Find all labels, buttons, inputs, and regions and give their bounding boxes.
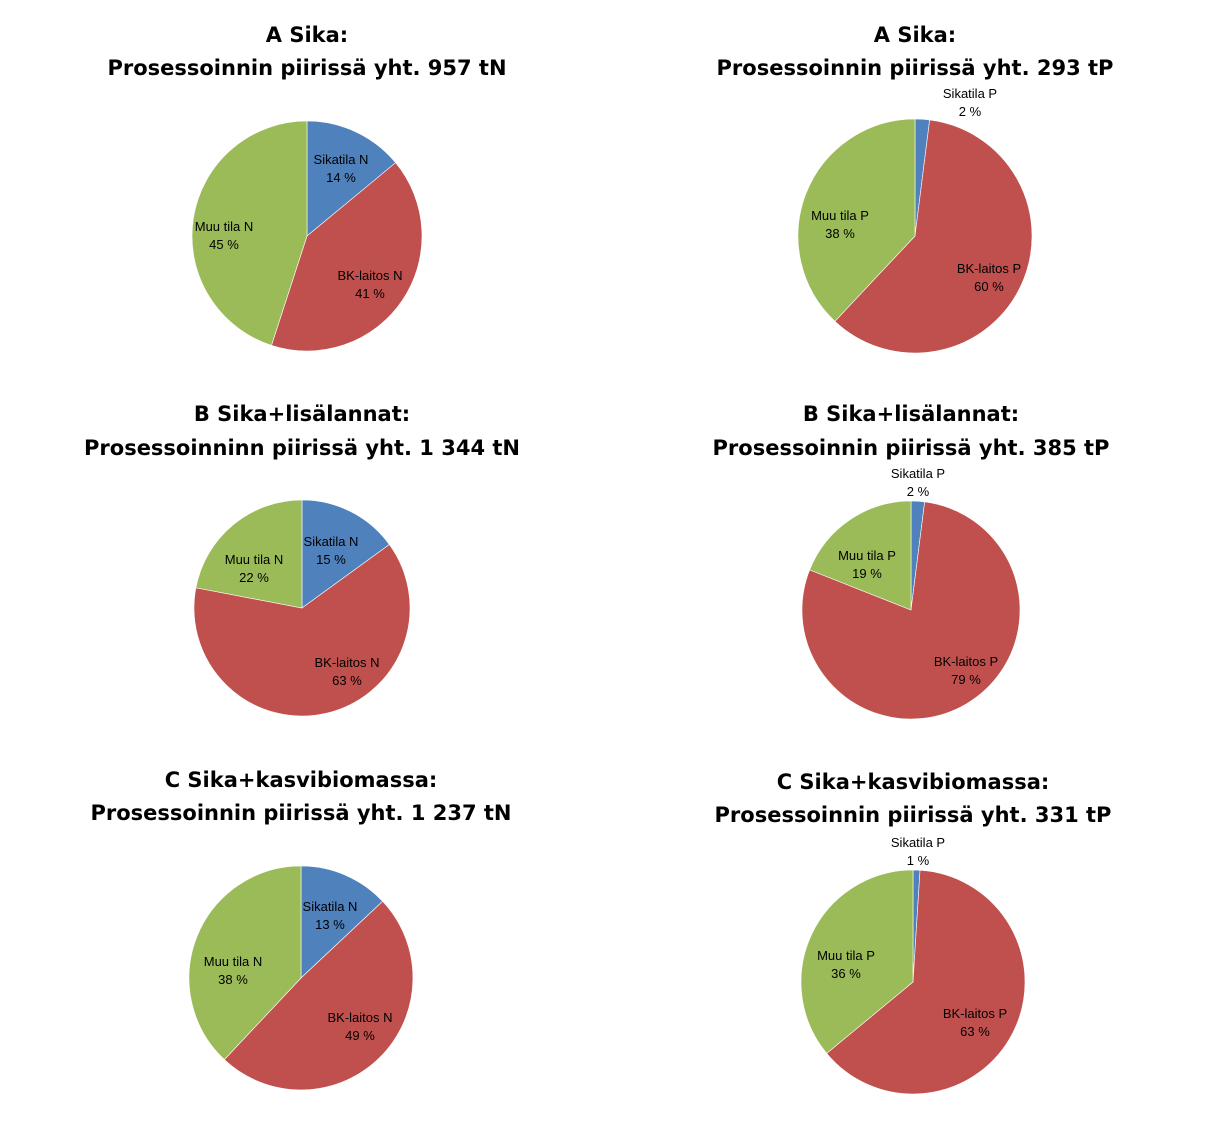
chart-title: A Sika: [266, 23, 348, 47]
slice-label-muu-tila-n: Muu tila N 45 % [195, 219, 254, 252]
slice-label-sikatila-n: Sikatila N 13 % [303, 899, 358, 932]
slice-label-muu-tila-n: Muu tila N 22 % [225, 552, 284, 585]
pie-slice-muu-tila-n [188, 865, 302, 1061]
slice-label-bk-laitos-p: BK-laitos P 60 % [957, 261, 1021, 294]
slice-label-bk-laitos-n: BK-laitos N 63 % [314, 655, 379, 688]
pie-slice-muu-tila-p [800, 869, 914, 1054]
chart-subtitle: Prosessoinnin piirissä yht. 957 tN [107, 56, 506, 80]
pie-slice-bk-laitos-n [193, 544, 411, 717]
chart-title: B Sika+lisälannat: [803, 402, 1019, 426]
pie-slice-muu-tila-p [809, 500, 912, 611]
pie-slice-bk-laitos-n [223, 900, 414, 1091]
pie-chart-5: C Sika+kasvibiomassa: Prosessoinnin piiri… [90, 768, 512, 1091]
pie-slice-bk-laitos-n [271, 162, 423, 352]
slice-label-bk-laitos-p: BK-laitos P 63 % [943, 1006, 1007, 1039]
chart-title: C Sika+kasvibiomassa: [165, 768, 438, 792]
chart-subtitle: Prosessoinnin piirissä yht. 331 tP [715, 803, 1112, 827]
slice-label-bk-laitos-n: BK-laitos N 41 % [337, 268, 402, 301]
pie-chart-1: A Sika: Prosessoinnin piirissä yht. 957 t… [107, 23, 507, 352]
pie-slice-sikatila-n [301, 499, 390, 609]
slice-label-bk-laitos-n: BK-laitos N 49 % [327, 1010, 392, 1043]
slice-label-muu-tila-p: Muu tila P 36 % [817, 948, 875, 981]
pie-slice-bk-laitos-p [801, 501, 1021, 720]
pie-slice-bk-laitos-p [834, 119, 1033, 354]
pie-slice-muu-tila-n [195, 499, 303, 609]
chart-title: A Sika: [874, 23, 956, 47]
pie-chart-2: A Sika: Prosessoinnin piirissä yht. 293 t… [717, 23, 1114, 354]
pie-slice-muu-tila-n [191, 120, 308, 346]
pie-chart-4: B Sika+lisälannat: Prosessoinnin piirissä… [713, 402, 1110, 720]
chart-subtitle: Prosessoinninn piirissä yht. 1 344 tN [84, 436, 520, 460]
pie-slice-sikatila-n [306, 120, 397, 237]
slice-label-muu-tila-p: Muu tila P 19 % [838, 548, 896, 581]
slice-label-sikatila-n: Sikatila N 15 % [304, 534, 359, 567]
slice-label-bk-laitos-p: BK-laitos P 79 % [934, 654, 998, 687]
slice-label-sikatila-n: Sikatila N 14 % [314, 152, 369, 185]
pie-chart-6: C Sika+kasvibiomassa: Prosessoinnin piiri… [715, 770, 1112, 1095]
slice-label-muu-tila-p: Muu tila P 38 % [811, 208, 869, 241]
chart-title: B Sika+lisälannat: [194, 402, 410, 426]
chart-subtitle: Prosessoinnin piirissä yht. 385 tP [713, 436, 1110, 460]
pie-slice-bk-laitos-p [826, 869, 1026, 1095]
chart-title: C Sika+kasvibiomassa: [777, 770, 1050, 794]
pie-slice-sikatila-n [300, 865, 384, 979]
pie-chart-3: B Sika+lisälannat: Prosessoinninn piiriss… [84, 402, 520, 717]
pie-slice-muu-tila-p [797, 118, 916, 322]
chart-subtitle: Prosessoinnin piirissä yht. 293 tP [717, 56, 1114, 80]
chart-subtitle: Prosessoinnin piirissä yht. 1 237 tN [90, 801, 511, 825]
slice-label-muu-tila-n: Muu tila N 38 % [204, 954, 263, 987]
